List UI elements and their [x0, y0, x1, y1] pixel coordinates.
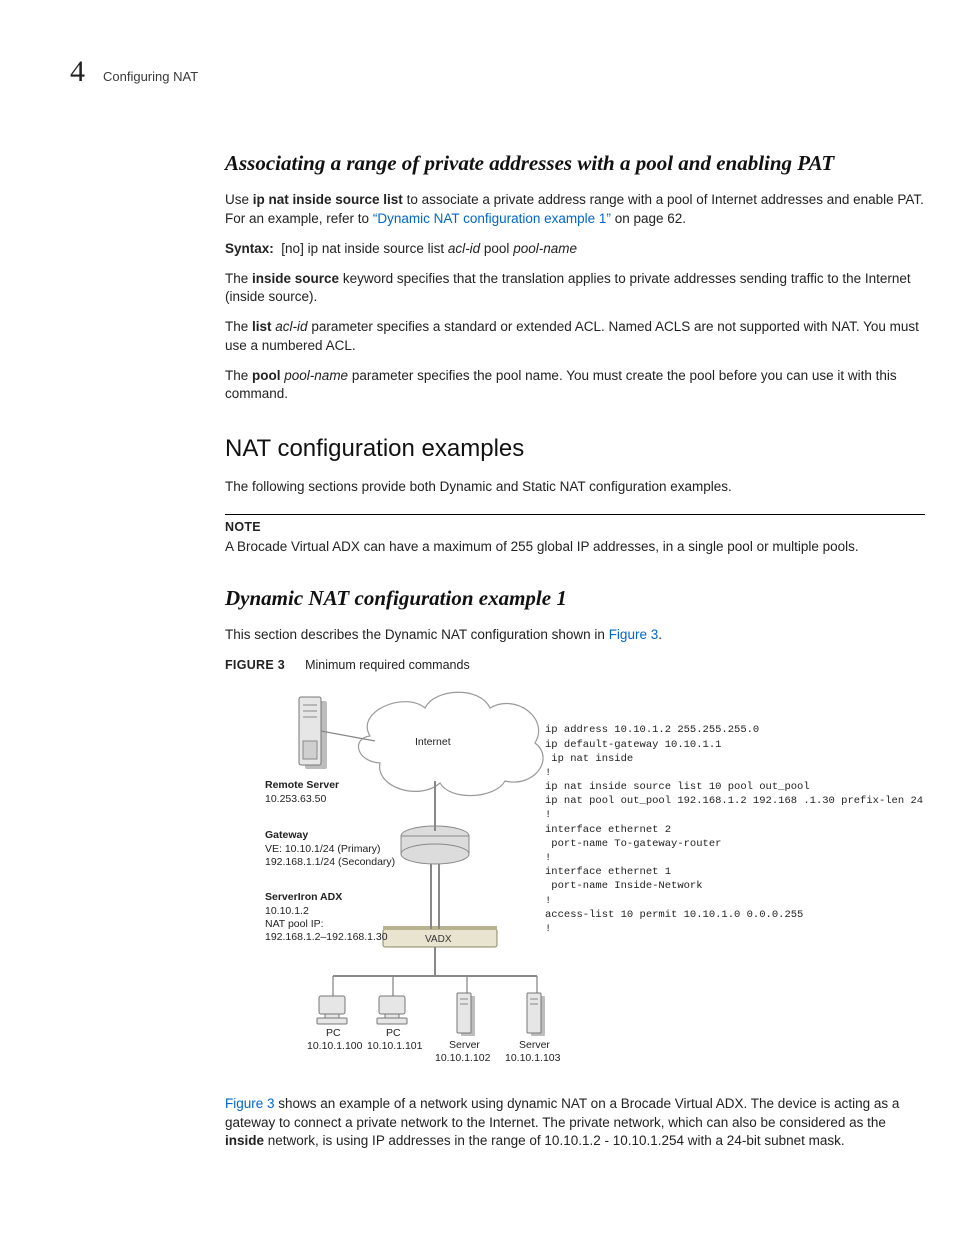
text: Use	[225, 192, 253, 207]
cmd-ipnat: ip nat inside source list	[253, 192, 403, 207]
para-pool-name: The pool pool-name parameter specifies t…	[225, 367, 925, 403]
text: network, is using IP addresses in the ra…	[264, 1133, 845, 1148]
label-pc1: PC	[326, 1027, 341, 1040]
label-remote-server: Remote Server	[265, 779, 339, 792]
para-this-section: This section describes the Dynamic NAT c…	[225, 626, 925, 644]
note-box: NOTE A Brocade Virtual ADX can have a ma…	[225, 514, 925, 556]
kw-pool: pool	[252, 368, 281, 383]
text: on page 62.	[611, 211, 686, 226]
para-following-sections: The following sections provide both Dyna…	[225, 478, 925, 496]
kw-inside: inside	[225, 1133, 264, 1148]
label-gateway: Gateway	[265, 829, 308, 842]
figure-caption: FIGURE 3 Minimum required commands	[225, 657, 925, 674]
label-server2-ip: 10.10.1.103	[505, 1052, 560, 1065]
page: 4 Configuring NAT Associating a range of…	[0, 0, 954, 1235]
link-dynamic-nat-example[interactable]: “Dynamic NAT configuration example 1”	[373, 211, 611, 226]
note-label: NOTE	[225, 519, 925, 536]
label-adx-pool: NAT pool IP:	[265, 918, 324, 931]
label-server1: Server	[449, 1039, 480, 1052]
label-adx-pool-range: 192.168.1.2–192.168.1.30	[265, 931, 388, 944]
syntax-aclid: acl-id	[448, 241, 480, 256]
heading-dynamic-nat-ex1: Dynamic NAT configuration example 1	[225, 584, 925, 612]
label-adx: ServerIron ADX	[265, 891, 342, 904]
text: parameter specifies a standard or extend…	[225, 319, 919, 352]
syntax-label: Syntax:	[225, 241, 274, 256]
para-inside-source: The inside source keyword specifies that…	[225, 270, 925, 306]
param-aclid: acl-id	[275, 319, 307, 334]
text: This section describes the Dynamic NAT c…	[225, 627, 609, 642]
figure-label: FIGURE 3	[225, 658, 285, 672]
page-header: 4 Configuring NAT	[70, 55, 884, 89]
link-figure-3[interactable]: Figure 3	[609, 627, 659, 642]
label-pc2: PC	[386, 1027, 401, 1040]
config-code-block: ip address 10.10.1.2 255.255.255.0 ip de…	[545, 723, 923, 936]
label-gateway-sec: 192.168.1.1/24 (Secondary)	[265, 856, 395, 869]
link-figure-3-b[interactable]: Figure 3	[225, 1096, 275, 1111]
label-pc2-ip: 10.10.1.101	[367, 1040, 422, 1053]
param-poolname: pool-name	[284, 368, 348, 383]
syntax-line: Syntax: [no] ip nat inside source list a…	[225, 240, 925, 258]
header-section: Configuring NAT	[103, 69, 198, 84]
para-list-aclid: The list acl-id parameter specifies a st…	[225, 318, 925, 354]
label-server2: Server	[519, 1039, 550, 1052]
label-gateway-ve: VE: 10.10.1/24 (Primary)	[265, 843, 381, 856]
text: The	[225, 271, 252, 286]
heading-associating: Associating a range of private addresses…	[225, 149, 925, 177]
page-number: 4	[70, 55, 85, 89]
kw-inside-source: inside source	[252, 271, 339, 286]
label-adx-ip: 10.10.1.2	[265, 905, 309, 918]
label-pc1-ip: 10.10.1.100	[307, 1040, 362, 1053]
syntax-text: [no] ip nat inside source list	[281, 241, 448, 256]
vadx-label: VADX	[425, 934, 452, 945]
para-use-ipnat: Use ip nat inside source list to associa…	[225, 191, 925, 227]
content-column: Associating a range of private addresses…	[225, 149, 925, 1150]
label-remote-server-ip: 10.253.63.50	[265, 793, 326, 806]
text: .	[658, 627, 662, 642]
label-internet: Internet	[415, 736, 451, 749]
heading-nat-config-examples: NAT configuration examples	[225, 433, 925, 465]
note-body: A Brocade Virtual ADX can have a maximum…	[225, 538, 925, 556]
syntax-text: pool	[480, 241, 513, 256]
text: The	[225, 368, 252, 383]
text: shows an example of a network using dyna…	[225, 1096, 899, 1129]
text: The	[225, 319, 252, 334]
kw-list: list	[252, 319, 272, 334]
figure-3-diagram: VADX	[225, 681, 925, 1081]
label-server1-ip: 10.10.1.102	[435, 1052, 490, 1065]
figure-title: Minimum required commands	[305, 658, 470, 672]
syntax-poolname: pool-name	[513, 241, 577, 256]
para-closing: Figure 3 shows an example of a network u…	[225, 1095, 925, 1150]
